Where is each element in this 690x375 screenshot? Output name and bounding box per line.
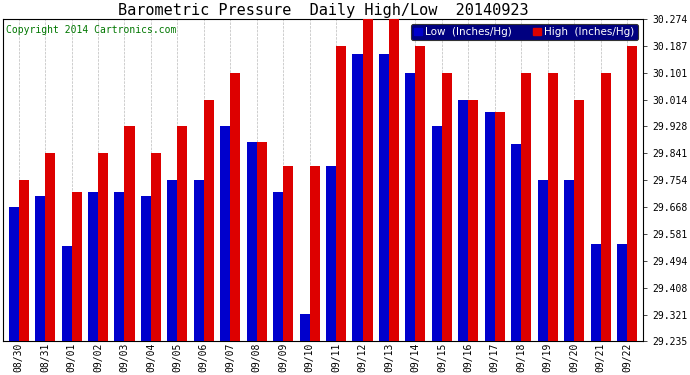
- Bar: [600, 73, 611, 342]
- Bar: [362, 19, 373, 342]
- Text: Copyright 2014 Cartronics.com: Copyright 2014 Cartronics.com: [6, 26, 177, 35]
- Bar: [177, 126, 188, 342]
- Bar: [521, 73, 531, 342]
- Bar: [115, 192, 124, 342]
- Bar: [247, 142, 257, 342]
- Bar: [495, 112, 505, 342]
- Bar: [469, 100, 478, 342]
- Bar: [415, 46, 426, 342]
- Bar: [167, 180, 177, 342]
- Bar: [591, 244, 600, 342]
- Bar: [564, 180, 574, 342]
- Bar: [326, 166, 336, 342]
- Bar: [35, 196, 45, 342]
- Bar: [310, 166, 319, 342]
- Bar: [442, 73, 452, 342]
- Bar: [336, 46, 346, 342]
- Bar: [389, 19, 399, 342]
- Bar: [283, 166, 293, 342]
- Legend: Low  (Inches/Hg), High  (Inches/Hg): Low (Inches/Hg), High (Inches/Hg): [411, 24, 638, 40]
- Bar: [273, 192, 283, 342]
- Bar: [72, 192, 81, 342]
- Bar: [353, 54, 362, 342]
- Bar: [406, 73, 415, 342]
- Bar: [432, 126, 442, 342]
- Title: Barometric Pressure  Daily High/Low  20140923: Barometric Pressure Daily High/Low 20140…: [117, 3, 528, 18]
- Bar: [8, 207, 19, 342]
- Bar: [204, 100, 214, 342]
- Bar: [627, 46, 637, 342]
- Bar: [230, 73, 240, 342]
- Bar: [194, 180, 204, 342]
- Bar: [458, 100, 469, 342]
- Bar: [45, 153, 55, 342]
- Bar: [379, 54, 389, 342]
- Bar: [88, 192, 98, 342]
- Bar: [98, 153, 108, 342]
- Bar: [511, 144, 521, 342]
- Bar: [485, 112, 495, 342]
- Bar: [574, 100, 584, 342]
- Bar: [124, 126, 135, 342]
- Bar: [220, 126, 230, 342]
- Bar: [19, 180, 29, 342]
- Bar: [538, 180, 548, 342]
- Bar: [299, 314, 310, 342]
- Bar: [548, 73, 558, 342]
- Bar: [257, 142, 267, 342]
- Bar: [617, 244, 627, 342]
- Bar: [141, 196, 151, 342]
- Bar: [61, 246, 72, 342]
- Bar: [151, 153, 161, 342]
